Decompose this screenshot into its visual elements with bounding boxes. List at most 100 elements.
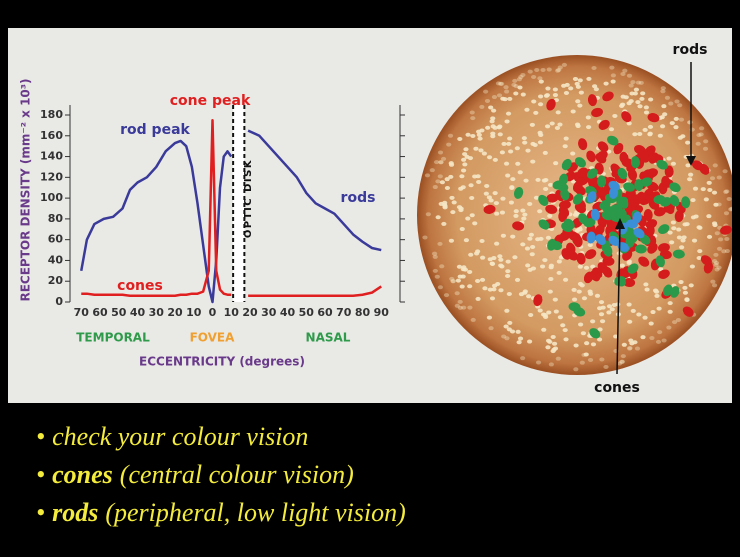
rod-cell (530, 142, 535, 146)
rod-cell (723, 169, 728, 173)
rod-cell (517, 340, 522, 344)
rod-cell (479, 105, 484, 109)
rod-cell (666, 157, 671, 161)
rod-cell (463, 147, 468, 151)
rod-cell (697, 226, 702, 230)
rod-cell (515, 278, 520, 282)
rod-cell (515, 162, 520, 166)
rod-cell (531, 75, 536, 79)
rod-cell (496, 81, 501, 85)
rod-cell (520, 242, 525, 246)
rod-cell (489, 198, 494, 202)
rod-cell (438, 150, 443, 154)
rod-cell (502, 97, 507, 101)
rod-cell (647, 132, 652, 136)
rod-cell (563, 328, 568, 332)
rod-cell (674, 99, 679, 103)
rod-cell (497, 254, 502, 258)
rod-cell (690, 264, 695, 268)
rod-cell (563, 337, 568, 341)
rod-cell (677, 236, 682, 240)
rod-cell (689, 283, 694, 287)
rod-cell (503, 85, 508, 89)
page: rodscones OPTIC DISK02040608010012014016… (0, 0, 740, 557)
rod-cell (635, 100, 640, 104)
rod-cell (520, 209, 525, 213)
rod-cell (721, 249, 726, 253)
rod-cell (485, 99, 490, 103)
rod-cell (690, 198, 695, 202)
rod-cell (577, 104, 582, 108)
rod-cell (578, 282, 583, 286)
rod-cell (642, 316, 647, 320)
rod-cell (461, 158, 466, 162)
rod-cell (718, 237, 723, 241)
rod-cell (635, 347, 640, 351)
rod-cell (501, 334, 506, 338)
rod-cell (637, 132, 642, 136)
rod-cell (479, 128, 484, 132)
rod-cell (460, 227, 465, 231)
rod-cell (449, 239, 454, 243)
rod-cell (530, 252, 535, 256)
rod-cell (649, 336, 654, 340)
rod-cell (587, 290, 592, 294)
rod-cell (712, 283, 717, 287)
rod-cell (494, 201, 499, 205)
rod-cell (676, 318, 681, 322)
rod-cell (488, 257, 493, 261)
rod-cell (627, 320, 632, 324)
diagram-label: cones (594, 380, 640, 396)
rod-cell (687, 177, 692, 181)
rod-cell (478, 148, 483, 152)
rod-cell (491, 109, 496, 113)
rod-cell (498, 288, 503, 292)
rod-cell (501, 234, 506, 238)
rod-cell (580, 361, 585, 365)
rod-cell (584, 341, 589, 345)
rod-cell (535, 237, 540, 241)
rod-cell (487, 155, 492, 159)
rod-cell (504, 324, 509, 328)
rod-cell (516, 330, 521, 334)
rod-cell (661, 86, 666, 90)
rod-cell (450, 210, 455, 214)
rod-cell (572, 297, 577, 301)
rod-cell (509, 186, 514, 190)
rod-cell (717, 175, 722, 179)
rod-cell (573, 213, 578, 217)
rod-cell (438, 174, 443, 178)
rod-cell (484, 192, 489, 196)
rod-cell (467, 270, 472, 274)
rod-cell (479, 239, 484, 243)
rod-cell (640, 335, 645, 339)
x-tick-label: 50 (299, 306, 315, 319)
rod-cell (464, 238, 469, 242)
rod-cell (506, 260, 511, 264)
rod-cell (440, 180, 445, 184)
x-tick-label: 30 (261, 306, 277, 319)
rod-cell (603, 82, 608, 86)
x-axis-label: ECCENTRICITY (degrees) (139, 355, 305, 369)
rod-cell (576, 85, 581, 89)
annotation: cone peak (170, 93, 251, 109)
bullet-marker: • (36, 460, 45, 489)
rod-cell (527, 340, 532, 344)
rod-cell (650, 310, 655, 314)
rod-cell (673, 125, 678, 129)
rod-cell (513, 84, 518, 88)
rod-cell (679, 118, 684, 122)
rod-cell (640, 91, 645, 95)
rod-cell (482, 152, 487, 156)
rod-cell (706, 214, 711, 218)
rod-cell (637, 104, 642, 108)
rod-cell (493, 191, 498, 195)
rod-cell (538, 102, 543, 106)
rod-cell (444, 293, 449, 297)
x-tick-label: 70 (74, 306, 90, 319)
rod-cell (526, 294, 531, 298)
rod-cell (680, 238, 685, 242)
rod-cell (712, 259, 717, 263)
rod-cell (588, 358, 593, 362)
rod-cell (591, 342, 596, 346)
